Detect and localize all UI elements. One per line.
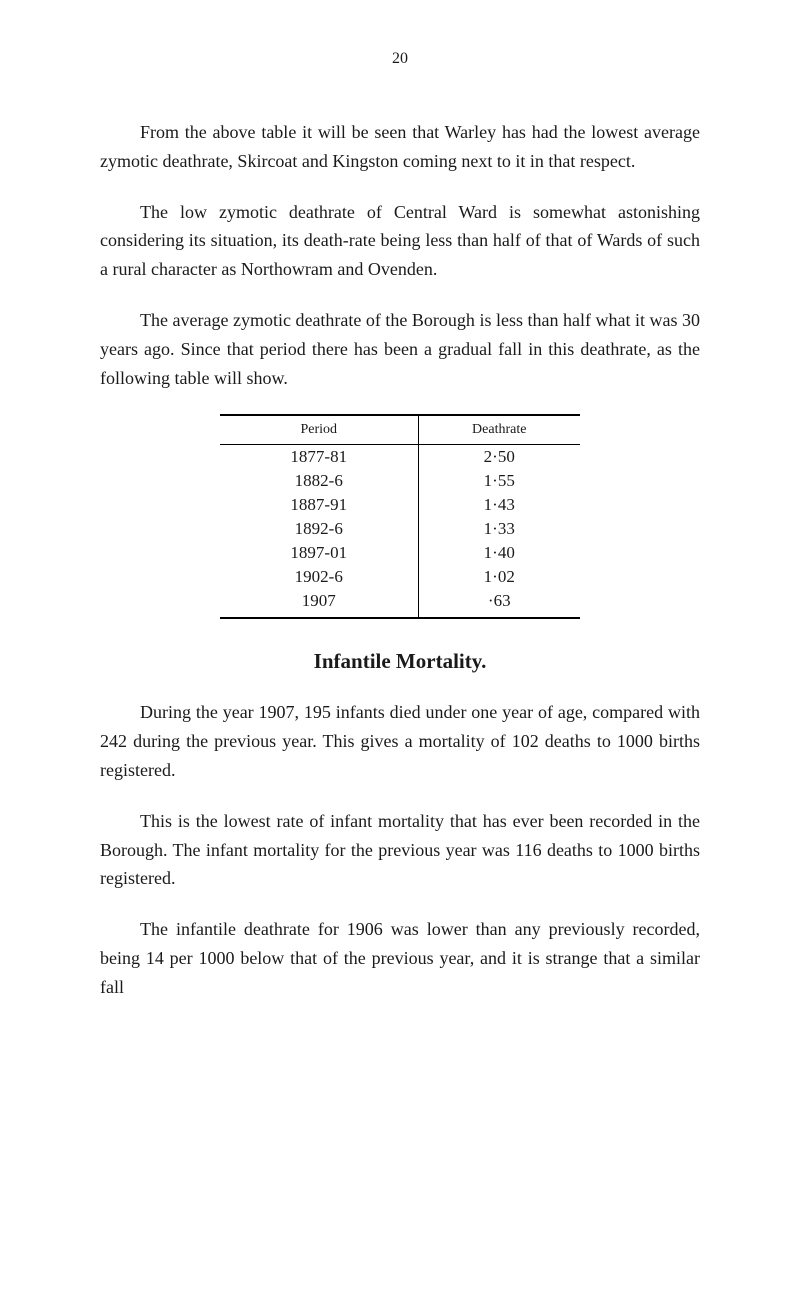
table-cell-period: 1887-91 bbox=[220, 493, 418, 517]
paragraph-2: The low zymotic deathrate of Central War… bbox=[100, 198, 700, 284]
table-cell-period: 1907 bbox=[220, 589, 418, 618]
table-row: 1892-6 1·33 bbox=[220, 517, 580, 541]
table-cell-period: 1882-6 bbox=[220, 469, 418, 493]
table-cell-deathrate: 1·02 bbox=[418, 565, 580, 589]
deathrate-table: Period Deathrate 1877-81 2·50 1882-6 1·5… bbox=[220, 414, 580, 619]
table-row: 1907 ·63 bbox=[220, 589, 580, 618]
table-header-deathrate: Deathrate bbox=[418, 415, 580, 445]
table-header-row: Period Deathrate bbox=[220, 415, 580, 445]
table-row: 1882-6 1·55 bbox=[220, 469, 580, 493]
table-cell-period: 1892-6 bbox=[220, 517, 418, 541]
table-cell-period: 1897-01 bbox=[220, 541, 418, 565]
section-heading-infantile-mortality: Infantile Mortality. bbox=[100, 649, 700, 674]
table-cell-period: 1902-6 bbox=[220, 565, 418, 589]
table-cell-deathrate: 1·55 bbox=[418, 469, 580, 493]
table-cell-deathrate: 1·40 bbox=[418, 541, 580, 565]
deathrate-table-container: Period Deathrate 1877-81 2·50 1882-6 1·5… bbox=[100, 414, 700, 619]
table-row: 1897-01 1·40 bbox=[220, 541, 580, 565]
table-cell-deathrate: ·63 bbox=[418, 589, 580, 618]
paragraph-6: The infantile deathrate for 1906 was low… bbox=[100, 915, 700, 1001]
table-row: 1877-81 2·50 bbox=[220, 445, 580, 470]
table-header-period: Period bbox=[220, 415, 418, 445]
paragraph-3: The average zymotic deathrate of the Bor… bbox=[100, 306, 700, 392]
table-row: 1902-6 1·02 bbox=[220, 565, 580, 589]
paragraph-5: This is the lowest rate of infant mortal… bbox=[100, 807, 700, 893]
table-cell-deathrate: 1·43 bbox=[418, 493, 580, 517]
table-cell-deathrate: 1·33 bbox=[418, 517, 580, 541]
table-cell-period: 1877-81 bbox=[220, 445, 418, 470]
table-row: 1887-91 1·43 bbox=[220, 493, 580, 517]
paragraph-4: During the year 1907, 195 infants died u… bbox=[100, 698, 700, 784]
paragraph-1: From the above table it will be seen tha… bbox=[100, 118, 700, 176]
table-cell-deathrate: 2·50 bbox=[418, 445, 580, 470]
page-number: 20 bbox=[100, 50, 700, 68]
